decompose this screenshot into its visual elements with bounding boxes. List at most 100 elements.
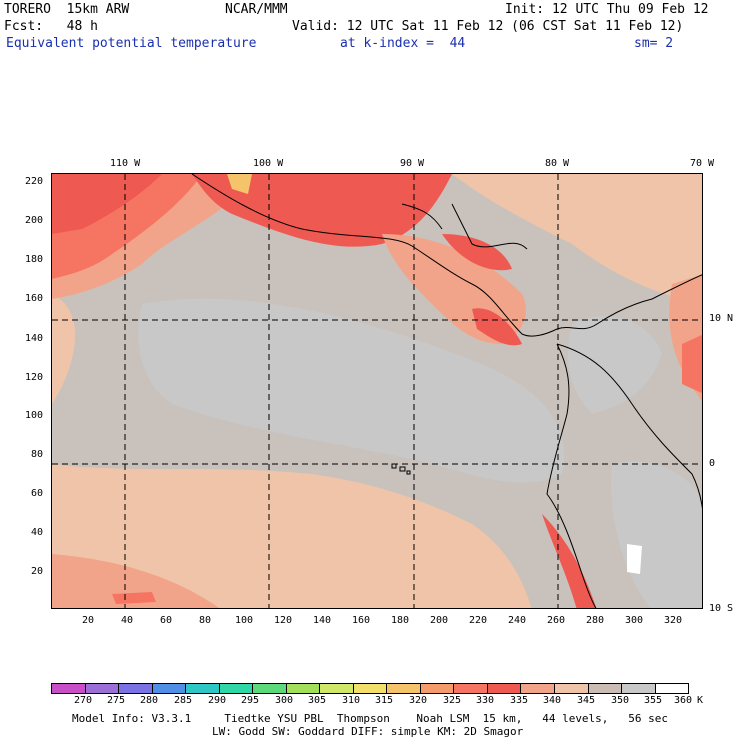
legend-swatch	[655, 684, 689, 693]
x-tick: 140	[313, 615, 332, 626]
field-330-east	[682, 334, 702, 394]
legend-swatch	[85, 684, 120, 693]
field-330-spot	[112, 592, 156, 604]
legend-unit: K	[697, 695, 704, 706]
field-330-guatemala	[442, 234, 512, 271]
field-335-southwest	[52, 554, 220, 608]
forecast-hour: Fcst: 48 h	[4, 19, 98, 34]
x-tick: 120	[274, 615, 293, 626]
init-time: Init: 12 UTC Thu 09 Feb 12	[505, 2, 709, 17]
y-tick: 40	[31, 527, 44, 538]
coastline-mexico-central-america	[191, 174, 558, 337]
x-tick: 60	[160, 615, 173, 626]
legend-label: 295	[241, 695, 260, 706]
legend-swatch	[420, 684, 455, 693]
field-330-costa-rica	[472, 308, 522, 346]
x-tick: 20	[82, 615, 95, 626]
center-name: NCAR/MMM	[225, 2, 288, 17]
lat-label-10n: 10 N	[709, 313, 734, 324]
model-info: Model Info: V3.3.1 Tiedtke YSU PBL Thomp…	[72, 712, 669, 725]
legend-swatch	[152, 684, 187, 693]
field-340-west	[52, 294, 76, 404]
x-tick: 240	[508, 615, 527, 626]
legend-label: 280	[140, 695, 159, 706]
legend-label: 355	[644, 695, 663, 706]
legend-label: 320	[409, 695, 428, 706]
map-canvas	[52, 174, 702, 608]
field-350-colombia	[568, 315, 662, 414]
field-name: Equivalent potential temperature	[6, 36, 257, 51]
field-340-south	[52, 464, 532, 608]
legend-swatch	[622, 684, 656, 693]
legend-swatch	[521, 684, 555, 693]
field-350-ocean	[138, 298, 565, 483]
legend-swatch	[487, 684, 522, 693]
y-tick: 20	[31, 566, 44, 577]
coastline-north-south-america	[556, 274, 702, 330]
legend-label: 315	[375, 695, 394, 706]
lon-label-80w: 80 W	[545, 158, 570, 169]
y-tick: 160	[25, 293, 44, 304]
lon-label-70w: 70 W	[690, 158, 715, 169]
x-tick: 320	[664, 615, 683, 626]
legend-swatch	[119, 684, 153, 693]
legend-swatch	[52, 684, 86, 693]
legend-swatch	[588, 684, 623, 693]
lat-label-10s: 10 S	[709, 603, 734, 614]
y-tick: 200	[25, 215, 44, 226]
color-legend-bar	[51, 683, 689, 694]
y-tick: 140	[25, 333, 44, 344]
field-320-mexico	[227, 174, 252, 194]
legend-swatch	[353, 684, 388, 693]
legend-swatch	[219, 684, 254, 693]
field-360-spot	[627, 544, 642, 574]
legend-label: 360	[674, 695, 693, 706]
legend-label: 345	[577, 695, 596, 706]
y-tick: 100	[25, 410, 44, 421]
legend-label: 340	[543, 695, 562, 706]
coastline-pacific-south-america	[546, 343, 597, 608]
legend-label: 350	[611, 695, 630, 706]
legend-swatch	[286, 684, 321, 693]
valid-time: Valid: 12 UTC Sat 11 Feb 12 (06 CST Sat …	[292, 19, 684, 34]
border-colombia-ecuador-peru	[556, 343, 702, 510]
y-tick: 60	[31, 488, 44, 499]
lon-label-110w: 110 W	[110, 158, 141, 169]
x-tick: 160	[352, 615, 371, 626]
legend-label: 330	[476, 695, 495, 706]
legend-swatch	[454, 684, 488, 693]
y-tick: 220	[25, 176, 44, 187]
physics-info: LW: Godd SW: Goddard DIFF: simple KM: 2D…	[212, 725, 524, 738]
y-tick: 120	[25, 372, 44, 383]
legend-label: 335	[510, 695, 529, 706]
y-tick: 180	[25, 254, 44, 265]
legend-label: 290	[208, 695, 227, 706]
field-325-northwest	[52, 174, 162, 234]
field-330-andes	[542, 514, 597, 608]
field-330-mexico	[192, 174, 452, 247]
lat-label-0: 0	[709, 458, 716, 469]
x-tick: 180	[391, 615, 410, 626]
legend-label: 285	[174, 695, 193, 706]
x-tick: 300	[625, 615, 644, 626]
x-tick: 80	[199, 615, 212, 626]
x-tick: 100	[235, 615, 254, 626]
x-tick: 200	[430, 615, 449, 626]
lon-label-100w: 100 W	[253, 158, 284, 169]
legend-swatch	[320, 684, 354, 693]
legend-label: 325	[443, 695, 462, 706]
legend-label: 270	[74, 695, 93, 706]
border-lines	[401, 203, 528, 250]
smoothing-info: sm= 2	[634, 36, 674, 51]
theta-e-map	[51, 173, 703, 609]
lon-label-90w: 90 W	[400, 158, 425, 169]
legend-label: 275	[107, 695, 126, 706]
legend-label: 305	[308, 695, 327, 706]
legend-swatch	[554, 684, 589, 693]
model-title: TORERO 15km ARW	[4, 2, 130, 17]
x-tick: 220	[469, 615, 488, 626]
level-info: at k-index = 44	[340, 36, 466, 51]
x-tick: 260	[547, 615, 566, 626]
legend-label: 300	[275, 695, 294, 706]
field-340-northeast	[452, 174, 702, 304]
